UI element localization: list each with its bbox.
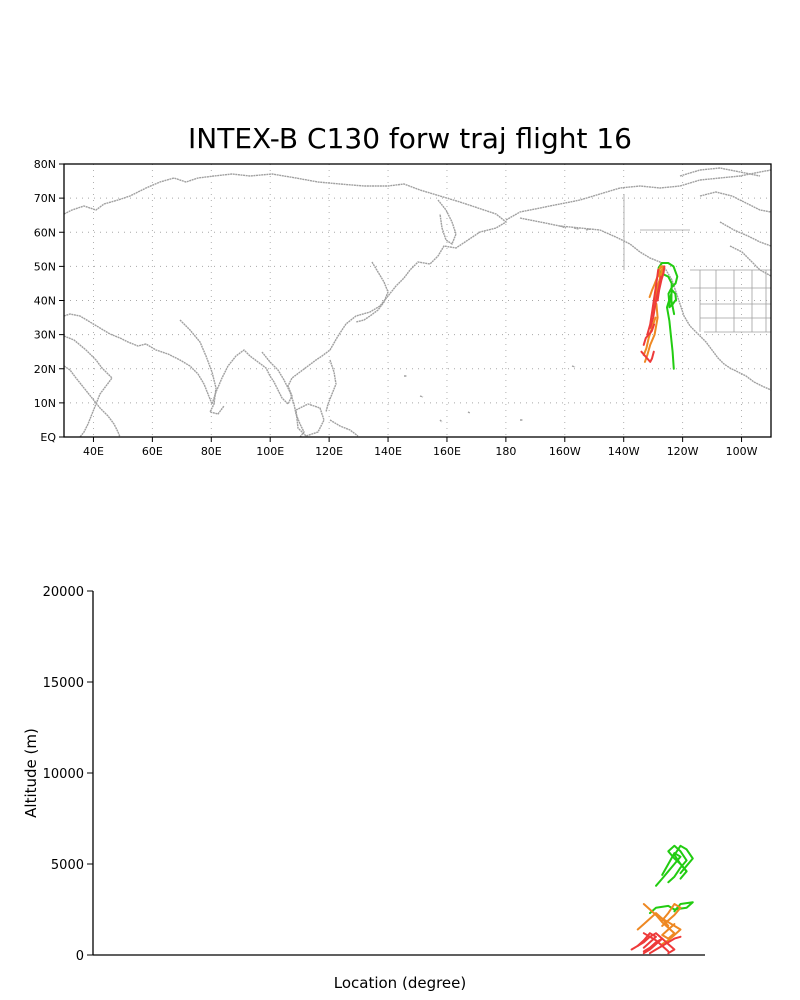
altitude-y-tick-label: 15000 — [43, 676, 84, 691]
map-y-tick-label: 60N — [34, 226, 56, 239]
altitude-y-axis-label: Altitude (m) — [22, 728, 40, 818]
map-y-tick-label: 20N — [34, 363, 56, 376]
orange-trajectory-altitude — [642, 903, 676, 940]
green-trajectory-map — [657, 262, 679, 370]
red-trajectory-altitude — [642, 932, 670, 953]
hudson-bay-coastline — [729, 245, 771, 277]
japan-coastline — [355, 261, 389, 323]
red-trajectory-altitude — [642, 937, 676, 955]
red-trajectory-altitude — [630, 932, 657, 951]
green-trajectory-map — [668, 289, 678, 309]
altitude-trajectories — [630, 844, 694, 955]
map-grid — [64, 164, 771, 437]
red-trajectory-altitude — [636, 932, 664, 955]
map-x-tick-label: 180 — [495, 445, 516, 458]
alaska-coastline — [519, 217, 771, 391]
borneo-coastline — [295, 403, 325, 437]
altitude-x-axis-label: Location (degree) — [334, 974, 466, 992]
map-x-tick-label: 100W — [726, 445, 758, 458]
map-x-tick-label: 140W — [608, 445, 640, 458]
altitude-y-tick-label: 10000 — [43, 767, 84, 782]
map-x-tick-label: 120W — [667, 445, 699, 458]
altitude-panel: 0 5000 10000 15000 20000 Altitude (m) Locati… — [22, 585, 705, 992]
africa-coastline — [64, 365, 121, 437]
altitude-y-tick-label: 20000 — [43, 585, 84, 600]
map-y-axis: EQ 10N 20N 30N 40N 50N 60N 70N 80N — [34, 158, 64, 444]
orange-trajectory-altitude — [636, 912, 670, 931]
coastlines — [64, 167, 771, 437]
aleutian-islands — [559, 225, 592, 231]
arabia-coastline — [64, 335, 113, 437]
map-x-tick-label: 60E — [142, 445, 163, 458]
red-trajectory-map — [640, 350, 655, 363]
map-panel: 40E 60E 80E 100E 120E 140E 160E 180 160W 140W 120W… — [34, 158, 772, 458]
map-x-tick-label: 140E — [374, 445, 402, 458]
red-trajectory-altitude — [648, 935, 682, 955]
map-y-tick-label: 70N — [34, 192, 56, 205]
map-x-tick-label: 100E — [256, 445, 284, 458]
pacific-islands — [404, 365, 576, 423]
map-x-tick-label: 80E — [201, 445, 222, 458]
map-y-tick-label: 30N — [34, 329, 56, 342]
map-y-tick-label: 40N — [34, 295, 56, 308]
arctic-islands — [679, 167, 771, 247]
altitude-y-tick-label: 0 — [76, 949, 84, 964]
red-trajectory-map — [642, 323, 656, 346]
philippines-coastline — [325, 359, 337, 413]
india-coastline — [179, 319, 225, 415]
map-x-tick-label: 120E — [315, 445, 343, 458]
indonesia-coastline — [329, 419, 359, 437]
altitude-y-tick-label: 5000 — [51, 858, 84, 873]
kamchatka-coastline — [437, 199, 457, 246]
map-y-tick-label: 80N — [34, 158, 56, 171]
map-x-axis: 40E 60E 80E 100E 120E 140E 160E 180 160W 140W 120W… — [83, 437, 758, 458]
altitude-y-axis: 0 5000 10000 15000 20000 — [43, 585, 93, 964]
map-y-tick-label: 50N — [34, 260, 56, 273]
map-title: INTEX-B C130 forw traj flight 16 — [188, 122, 632, 155]
orange-trajectory-map — [648, 265, 662, 299]
orange-trajectory-map — [643, 302, 659, 363]
green-trajectory-altitude — [673, 844, 694, 875]
red-trajectory-map — [656, 265, 666, 302]
us-state-borders — [623, 194, 771, 333]
map-x-tick-label: 160E — [433, 445, 461, 458]
map-trajectories — [640, 262, 679, 370]
orange-trajectory-altitude — [661, 903, 682, 927]
map-y-tick-label: EQ — [40, 431, 56, 444]
north-america-coastline — [505, 169, 771, 221]
indochina-coastline — [261, 351, 305, 437]
map-x-tick-label: 40E — [83, 445, 104, 458]
map-y-tick-label: 10N — [34, 397, 56, 410]
map-x-tick-label: 160W — [549, 445, 581, 458]
eurasia-coastline — [64, 173, 508, 407]
